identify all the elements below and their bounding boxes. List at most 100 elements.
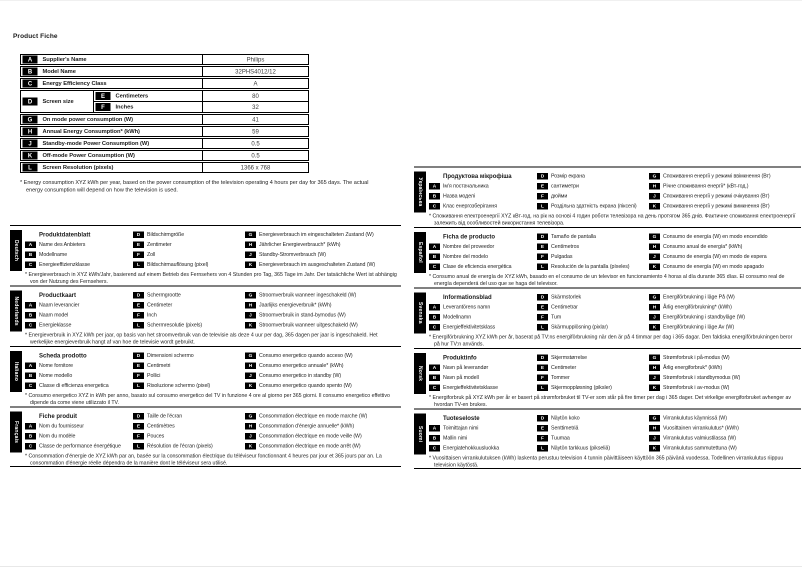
section-title-cell: Produktinfo — [429, 353, 537, 363]
table-row: G On mode power consumption (W) 41 — [20, 114, 309, 125]
item-cell: D Taille de l'écran — [133, 411, 245, 421]
item-label: Schermgrootte — [147, 292, 181, 298]
item-cell: J Consumo de energía (W) en modo de esper… — [649, 252, 801, 262]
item-label: Standby-Stromverbrauch (W) — [259, 251, 326, 258]
item-cell: C Energiatehokkuusluokka — [429, 443, 537, 453]
item-label: Classe de performance énergétique — [39, 443, 121, 449]
item-cell: G Energiförbrukning i läge På (W) — [649, 292, 801, 302]
subrow-value: 32 — [202, 102, 308, 112]
item-cell: J Stroomverbruik in stand-bymodus (W) — [245, 310, 401, 320]
section-title: Productkaart — [39, 291, 77, 299]
item-cell: J Strømforbruk i standbymodus (W) — [649, 373, 801, 383]
language-section: Deutsch Produktdatenblatt D Bildschirmgröß… — [10, 225, 401, 286]
section-item-grid: Ficha de producto D Tamaño de pantalla G Con… — [429, 232, 801, 272]
item-label: Energiförbrukning i läge På (W) — [663, 294, 735, 300]
item-cell: A Nome fornitore — [25, 361, 133, 371]
item-cell: H Årlig energiförbrukning* (kWh) — [649, 302, 801, 312]
item-label: Resolución de la pantalla (píxeles) — [551, 263, 630, 270]
item-key-badge: C — [429, 384, 440, 391]
item-cell: H Consumo anual de energía* (kWh) — [649, 242, 801, 252]
item-label: Nombre del modelo — [443, 253, 488, 260]
item-key-badge: A — [429, 424, 440, 432]
item-label: Skjermoppløsning (piksler) — [551, 384, 612, 391]
row-key-badge: A — [22, 55, 38, 64]
item-key-badge: D — [133, 352, 144, 359]
section-title: Fiche produit — [39, 412, 77, 420]
item-key-badge: H — [245, 301, 256, 309]
item-key-badge: G — [245, 231, 256, 238]
table-footnote: * Energy consumption XYZ kWh per year, b… — [20, 179, 369, 194]
item-key-badge: J — [245, 432, 256, 440]
item-label: Bildschirmauflösung (pixel) — [147, 261, 209, 268]
row-value: 32PHS4012/12 — [202, 67, 308, 76]
item-label: Schermresolutie (pixels) — [147, 322, 203, 328]
item-label: Dimensioni schermo — [147, 352, 194, 359]
item-cell: D Dimensioni schermo — [133, 351, 245, 361]
item-key-badge: F — [133, 432, 144, 440]
item-label: Nome fornitore — [39, 362, 74, 369]
item-cell: B Nom du modèle — [25, 431, 133, 441]
item-key-badge: L — [537, 444, 548, 452]
item-key-badge: F — [133, 372, 144, 379]
row-value: 0.5 — [202, 151, 308, 160]
language-section: Suomi Tuoteseloste D Näytön koko G Virrankul… — [414, 408, 801, 469]
section-title: Ficha de producto — [443, 233, 496, 240]
row-value: Philips — [202, 55, 308, 64]
language-name-vertical-label: Svenska — [414, 292, 426, 334]
row-label: Energy Efficiency Class — [42, 80, 107, 87]
item-label: Ім'я постачальника — [443, 183, 489, 189]
item-cell: F Zoll — [133, 250, 245, 260]
item-label: Centímetros — [551, 243, 580, 250]
item-key-badge: C — [429, 323, 440, 331]
item-cell: B Modellname — [25, 250, 133, 260]
item-label: Modellname — [39, 251, 68, 258]
section-item-grid: Scheda prodotto D Dimensioni schermo G Consu… — [25, 351, 401, 391]
item-label: Consommation électrique en mode veille (… — [259, 433, 362, 439]
item-key-badge: C — [25, 382, 36, 389]
item-key-badge: A — [429, 364, 440, 371]
item-cell: F Tommer — [537, 373, 649, 383]
item-cell: C Energieffektivitetsklasse — [429, 383, 537, 393]
item-cell: A Nombre del proveedor — [429, 242, 537, 252]
item-label: Centimeter — [551, 364, 577, 371]
language-name-vertical-label: Nederlands — [10, 290, 22, 332]
item-key-badge: B — [429, 192, 440, 200]
item-label: Naam model — [39, 312, 69, 318]
item-label: Nom du fournisseur — [39, 423, 84, 429]
language-column-right: Українська Продуктова мікрофіша D Розмір е… — [414, 166, 801, 469]
item-label: Consommation électrique en mode arrêt (W… — [259, 443, 361, 449]
item-label: Energiförbrukning i standbyläge (W) — [663, 314, 745, 320]
item-cell: A Navn på leverandør — [429, 363, 537, 373]
row-key-badge: H — [22, 127, 38, 136]
section-footnote: * Vuosittaisen virrankulutuksen (kWh) la… — [429, 455, 784, 468]
section-title-cell: Scheda prodotto — [25, 351, 133, 361]
item-label: Stroomverbruik in stand-bymodus (W) — [259, 312, 346, 318]
item-key-badge: E — [537, 243, 548, 250]
language-section: Українська Продуктова мікрофіша D Розмір е… — [414, 166, 801, 228]
item-label: Consumo energetico quando spento (W) — [259, 382, 352, 389]
item-key-badge: B — [25, 432, 36, 440]
row-value: A — [202, 79, 308, 88]
item-label: Skärmstorlek — [551, 294, 582, 300]
section-item-grid: Tuoteseloste D Näytön koko G Virrankulutus k… — [429, 413, 801, 453]
item-label: Stroomverbruik wanneer ingeschakeld (W) — [259, 292, 357, 298]
item-cell: E Centímetros — [537, 242, 649, 252]
language-name-vertical-label: Norsk — [414, 353, 426, 394]
item-label: Classe di efficienza energetica — [39, 382, 109, 389]
item-label: Energiatehokkuusluokka — [443, 445, 500, 451]
row-key-badge: D — [22, 97, 38, 106]
item-label: Name des Anbieters — [39, 241, 86, 248]
item-cell: J Energiförbrukning i standbyläge (W) — [649, 312, 801, 322]
item-key-badge: F — [537, 253, 548, 260]
item-label: Назва моделі — [443, 193, 476, 199]
language-name-vertical-label: Українська — [414, 171, 426, 213]
item-cell: L Bildschirmauflösung (pixel) — [133, 260, 245, 270]
item-label: Consumo de energía (W) en modo apagado — [663, 263, 764, 270]
item-label: Virrankulutus käynnissä (W) — [663, 415, 727, 421]
table-row: H Annual Energy Consumption* (kWh) 59 — [20, 126, 309, 137]
item-label: Stroomverbruik wanneer uitgeschakeld (W) — [259, 322, 358, 328]
item-label: Consumo de energía (W) en modo encendido — [663, 233, 768, 240]
table-row: L Screen Resolution (pixels) 1366 x 768 — [20, 162, 309, 173]
item-key-badge: J — [245, 251, 256, 258]
section-title-cell: Fiche produit — [25, 411, 133, 421]
